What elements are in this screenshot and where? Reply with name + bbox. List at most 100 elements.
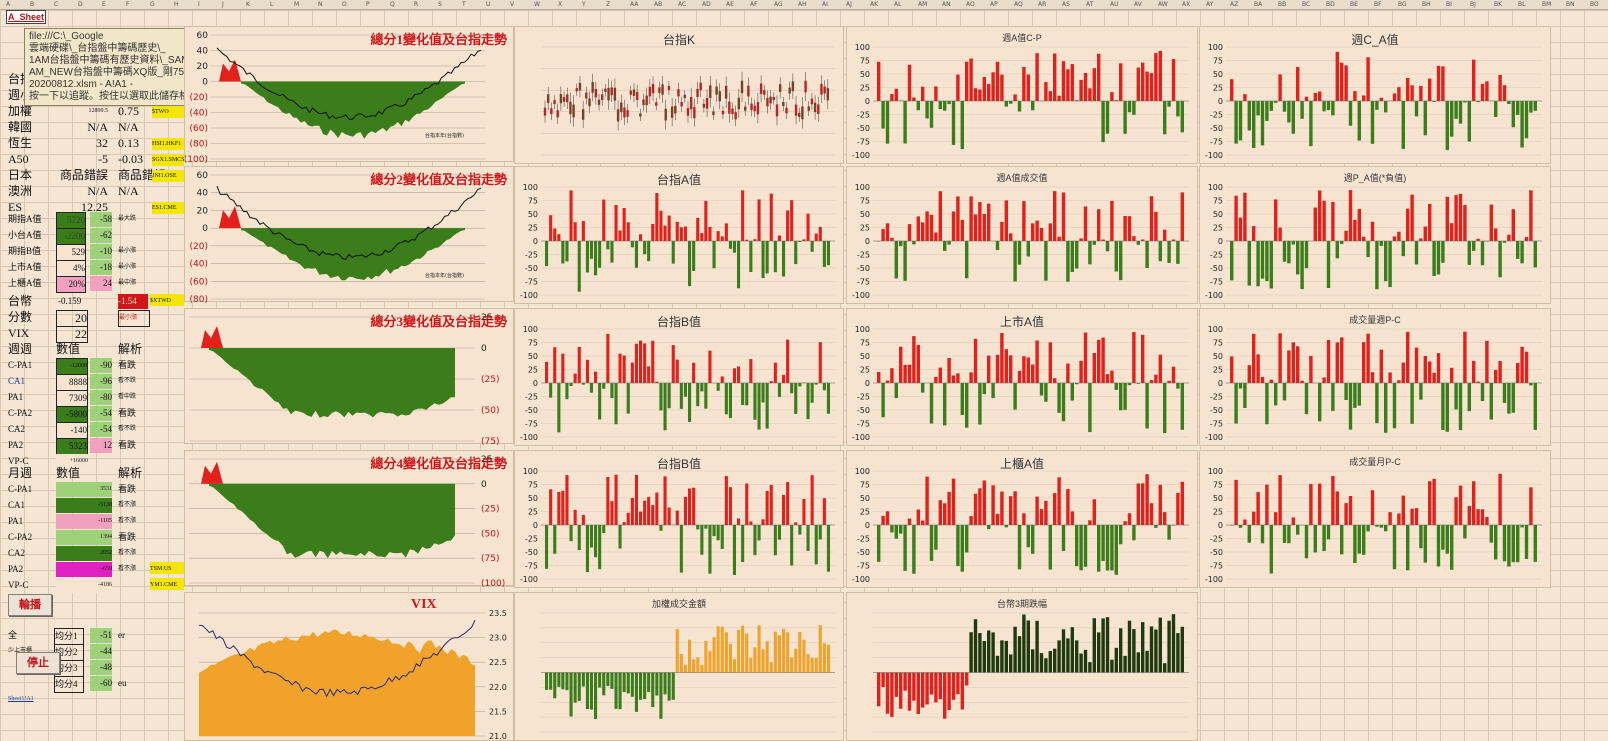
column-header[interactable]: BO bbox=[1590, 1, 1599, 8]
weekly-note[interactable]: 看不跌 bbox=[118, 426, 137, 432]
column-header[interactable]: AL bbox=[894, 1, 902, 8]
market-code[interactable]: HSI1.HKF1 bbox=[152, 138, 184, 150]
monthly-code[interactable]: YM1.CME bbox=[150, 578, 184, 590]
column-header[interactable]: M bbox=[294, 1, 300, 8]
market-code[interactable]: JNI1.OSE bbox=[152, 170, 184, 182]
column-header[interactable]: R bbox=[414, 1, 419, 8]
column-header[interactable]: AY bbox=[1206, 1, 1214, 8]
column-header[interactable]: AC bbox=[678, 1, 687, 8]
weekly-v1[interactable]: 7309 bbox=[56, 390, 88, 407]
market-change[interactable]: N/A bbox=[118, 184, 139, 198]
column-header[interactable]: BH bbox=[1422, 1, 1431, 8]
weekly-note[interactable]: 看跌 bbox=[118, 408, 137, 418]
a-value-v2[interactable]: -18 bbox=[90, 260, 112, 275]
column-header[interactable]: AD bbox=[702, 1, 711, 8]
weekly-label[interactable]: C-PA1 bbox=[8, 360, 33, 370]
column-header[interactable]: D bbox=[78, 1, 83, 8]
column-header[interactable]: AV bbox=[1134, 1, 1142, 8]
market-value[interactable]: 商品錯誤 bbox=[59, 168, 108, 182]
market-value[interactable]: N/A bbox=[87, 120, 108, 134]
column-header[interactable]: AU bbox=[1110, 1, 1119, 8]
a-value-note[interactable]: 最中漲 bbox=[118, 280, 137, 286]
bar-chart[interactable]: 週A值C-P 100 75 50 25 0 -25 -50 -75 -100 bbox=[846, 26, 1198, 164]
monthly-v1[interactable]: 2052 bbox=[56, 546, 112, 561]
column-header[interactable]: AW bbox=[1158, 1, 1168, 8]
weekly-v2[interactable]: -96 bbox=[90, 374, 112, 389]
weekly-note[interactable]: 看不跌 bbox=[118, 378, 137, 384]
column-header[interactable]: AI bbox=[822, 1, 828, 8]
market-change[interactable]: 商品錯誤 bbox=[118, 168, 167, 182]
column-header[interactable]: AR bbox=[1038, 1, 1047, 8]
weekly-note[interactable]: 看中跌 bbox=[118, 394, 137, 400]
column-header[interactable]: BF bbox=[1374, 1, 1382, 8]
column-header[interactable]: J bbox=[222, 1, 224, 8]
avg-value[interactable]: -44 bbox=[90, 644, 112, 659]
market-label[interactable]: 澳洲 bbox=[8, 184, 33, 198]
column-header[interactable]: N bbox=[318, 1, 323, 8]
column-header[interactable]: AE bbox=[726, 1, 734, 8]
score-note[interactable]: 最小漲 bbox=[118, 310, 150, 327]
a-value-v1[interactable]: 5720 bbox=[56, 212, 86, 229]
score-value[interactable]: 20 bbox=[56, 310, 88, 327]
monthly-label[interactable]: CA2 bbox=[8, 548, 26, 558]
market-value[interactable]: 32 bbox=[96, 136, 108, 150]
avg-value[interactable]: -60 bbox=[90, 676, 112, 691]
column-header[interactable]: BC bbox=[1302, 1, 1311, 8]
vix-chart[interactable]: VIX 23.5 23.0 22.5 22.0 21.5 21.0 bbox=[184, 592, 514, 741]
avg-value[interactable]: -48 bbox=[90, 660, 112, 675]
column-header[interactable]: AB bbox=[654, 1, 663, 8]
monthly-label[interactable]: CA1 bbox=[8, 500, 26, 510]
column-header[interactable]: O bbox=[342, 1, 347, 8]
column-header[interactable]: Q bbox=[390, 1, 395, 8]
column-header[interactable]: S bbox=[438, 1, 442, 8]
market-code[interactable]: SGX1.SMCS bbox=[152, 154, 185, 166]
column-header[interactable]: U bbox=[486, 1, 491, 8]
monthly-note[interactable]: 看不漲 bbox=[118, 518, 137, 524]
a-value-label[interactable]: 小台A值 bbox=[8, 230, 42, 240]
a-value-label[interactable]: 上市A值 bbox=[8, 262, 42, 272]
weekly-label[interactable]: CA1 bbox=[8, 376, 26, 386]
avg-note[interactable]: er bbox=[118, 630, 125, 640]
weekly-label[interactable]: PA2 bbox=[8, 440, 24, 450]
vix-value[interactable]: 22 bbox=[56, 326, 88, 343]
avg-value[interactable]: -51 bbox=[90, 628, 112, 643]
monthly-label[interactable]: PA2 bbox=[8, 564, 24, 574]
column-header[interactable]: AT bbox=[1086, 1, 1094, 8]
column-header[interactable]: BA bbox=[1254, 1, 1263, 8]
a-value-label[interactable]: 期指A值 bbox=[8, 214, 42, 224]
trend-chart[interactable]: 總分3變化值及台指走勢 25 0 (25) (50) (75) bbox=[184, 308, 514, 445]
avg-label[interactable]: 少上市櫃 bbox=[8, 648, 33, 654]
a-value-label[interactable]: 上櫃A值 bbox=[8, 278, 42, 288]
monthly-v1[interactable]: 3531 bbox=[56, 482, 112, 497]
monthly-header[interactable]: 解析 bbox=[118, 466, 143, 480]
bar-chart[interactable]: 週C_A值 100 75 50 25 0 -25 -50 -75 -100 bbox=[1199, 26, 1551, 164]
column-header[interactable]: AJ bbox=[846, 1, 852, 8]
weekly-note[interactable]: 看跌 bbox=[118, 440, 137, 450]
bar-chart[interactable]: 加權成交金額 bbox=[514, 592, 844, 741]
bar-chart[interactable]: 台指K bbox=[514, 26, 844, 164]
a-value-v2[interactable]: -10 bbox=[90, 244, 112, 259]
vix-label[interactable]: VIX bbox=[8, 326, 30, 340]
column-header[interactable]: BG bbox=[1398, 1, 1407, 8]
weekly-label[interactable]: C-PA2 bbox=[8, 408, 33, 418]
bar-chart[interactable]: 上市A值 100 75 50 25 0 -25 -50 -75 -100 bbox=[846, 308, 1198, 446]
column-header[interactable]: F bbox=[126, 1, 130, 8]
column-header[interactable]: AP bbox=[990, 1, 998, 8]
column-header[interactable]: H bbox=[174, 1, 179, 8]
market-code[interactable]: ES1.CME bbox=[152, 202, 184, 214]
monthly-header[interactable]: 數值 bbox=[56, 466, 81, 480]
market-value[interactable]: 12.25 bbox=[81, 200, 108, 214]
bar-chart[interactable]: 台指B值 100 75 50 25 0 -25 -50 -75 -100 bbox=[514, 450, 844, 588]
monthly-note[interactable]: 看跌 bbox=[118, 484, 137, 494]
monthly-note[interactable]: 看不漲 bbox=[118, 550, 137, 556]
trend-chart[interactable]: 總分2變化值及台指走勢 60 40 20 0 (20) (40) (60) (80) 台指本年(台… bbox=[184, 166, 514, 303]
market-label[interactable]: A50 bbox=[8, 152, 29, 166]
monthly-label[interactable]: C-PA1 bbox=[8, 484, 33, 494]
monthly-label[interactable]: PA1 bbox=[8, 516, 24, 526]
market-change[interactable]: -0.03 bbox=[118, 152, 143, 166]
column-header[interactable]: AA bbox=[630, 1, 639, 8]
monthly-v1[interactable]: -659 bbox=[56, 562, 112, 577]
column-header[interactable]: AZ bbox=[1230, 1, 1239, 8]
weekly-label[interactable]: VP-C bbox=[8, 456, 29, 466]
column-header[interactable]: BL bbox=[1518, 1, 1526, 8]
